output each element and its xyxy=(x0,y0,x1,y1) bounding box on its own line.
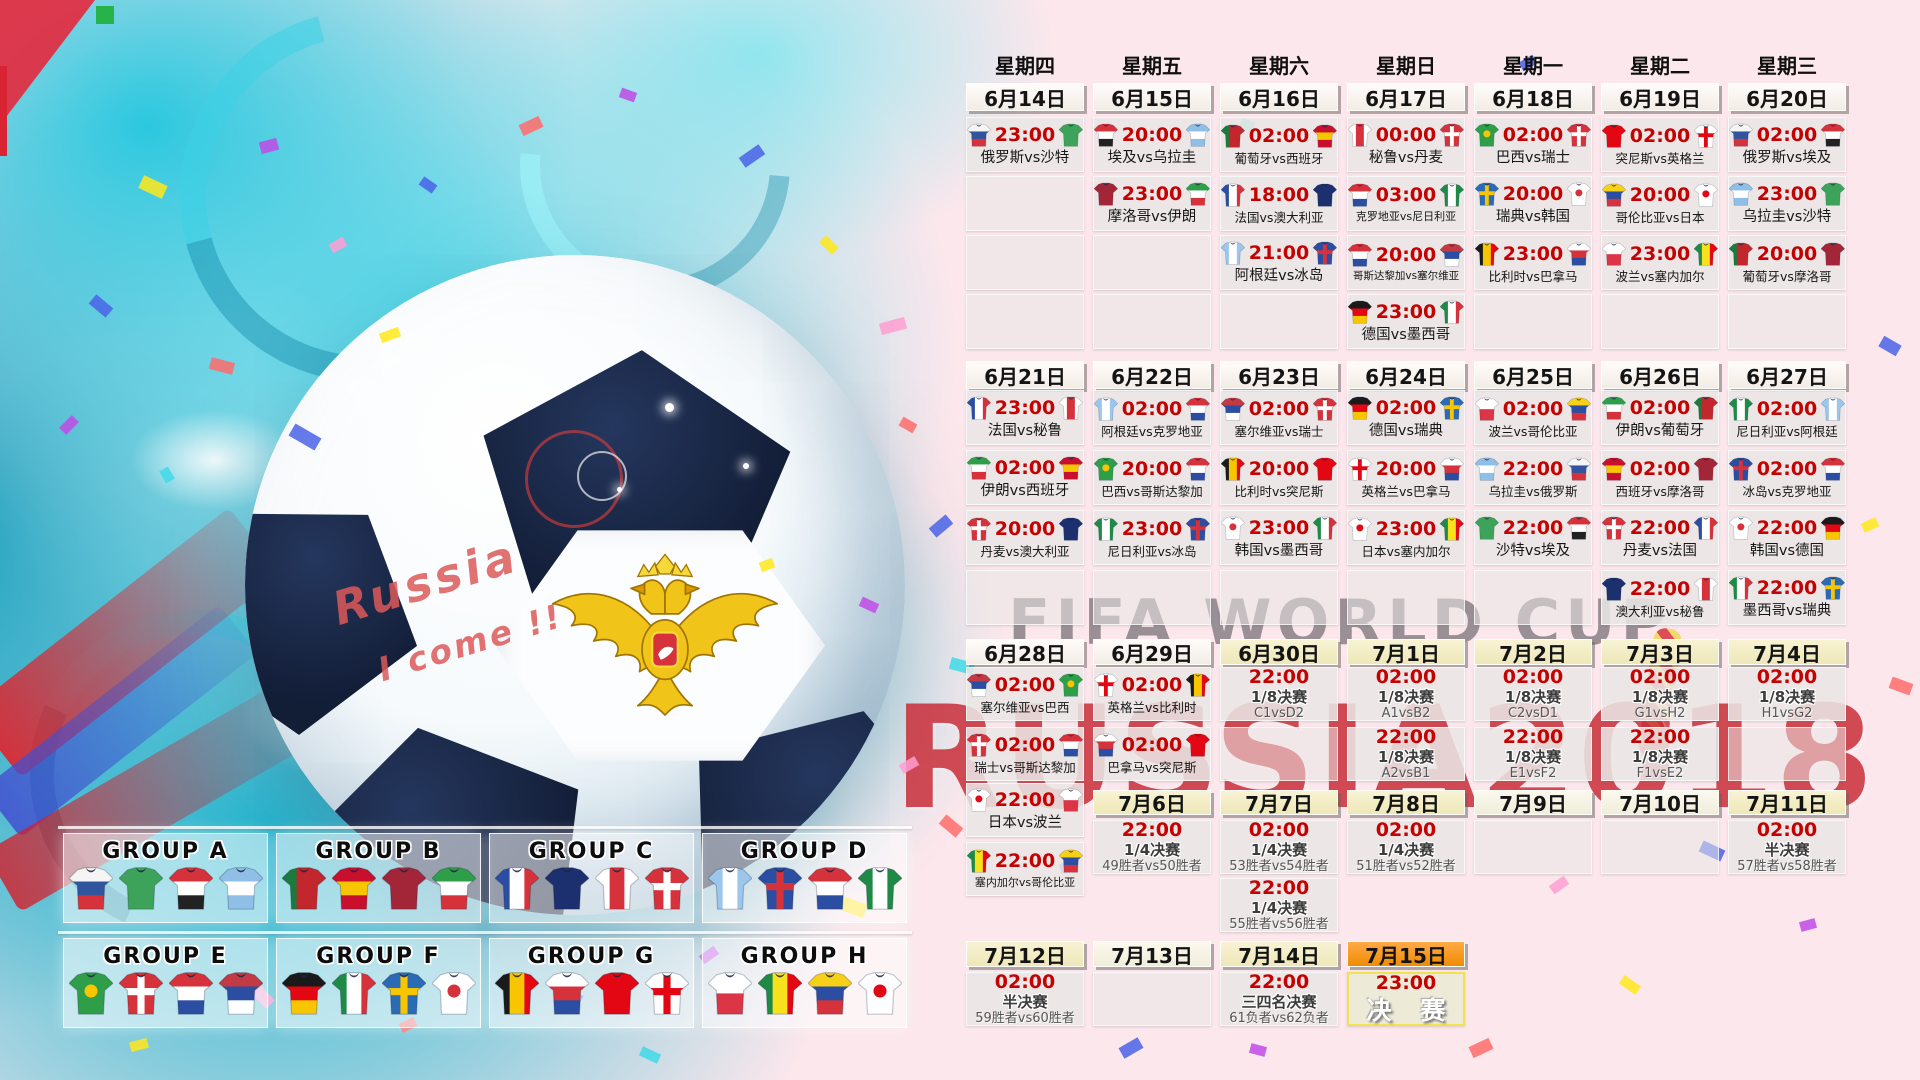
soccer-ball: Russia I come !! xyxy=(245,255,905,915)
decor-ring xyxy=(577,451,627,501)
russia-crest-icon xyxy=(551,553,779,716)
sparkle xyxy=(665,403,674,412)
corner-paint xyxy=(96,6,114,24)
watermark-fifa-world-cup: FIFA WORLD CUP xyxy=(1008,586,1671,659)
watermark-russia-2018: RUSSIA2018 xyxy=(893,676,1874,841)
sparkle xyxy=(743,463,749,469)
sparkle xyxy=(617,487,622,492)
corner-paint xyxy=(0,66,7,156)
